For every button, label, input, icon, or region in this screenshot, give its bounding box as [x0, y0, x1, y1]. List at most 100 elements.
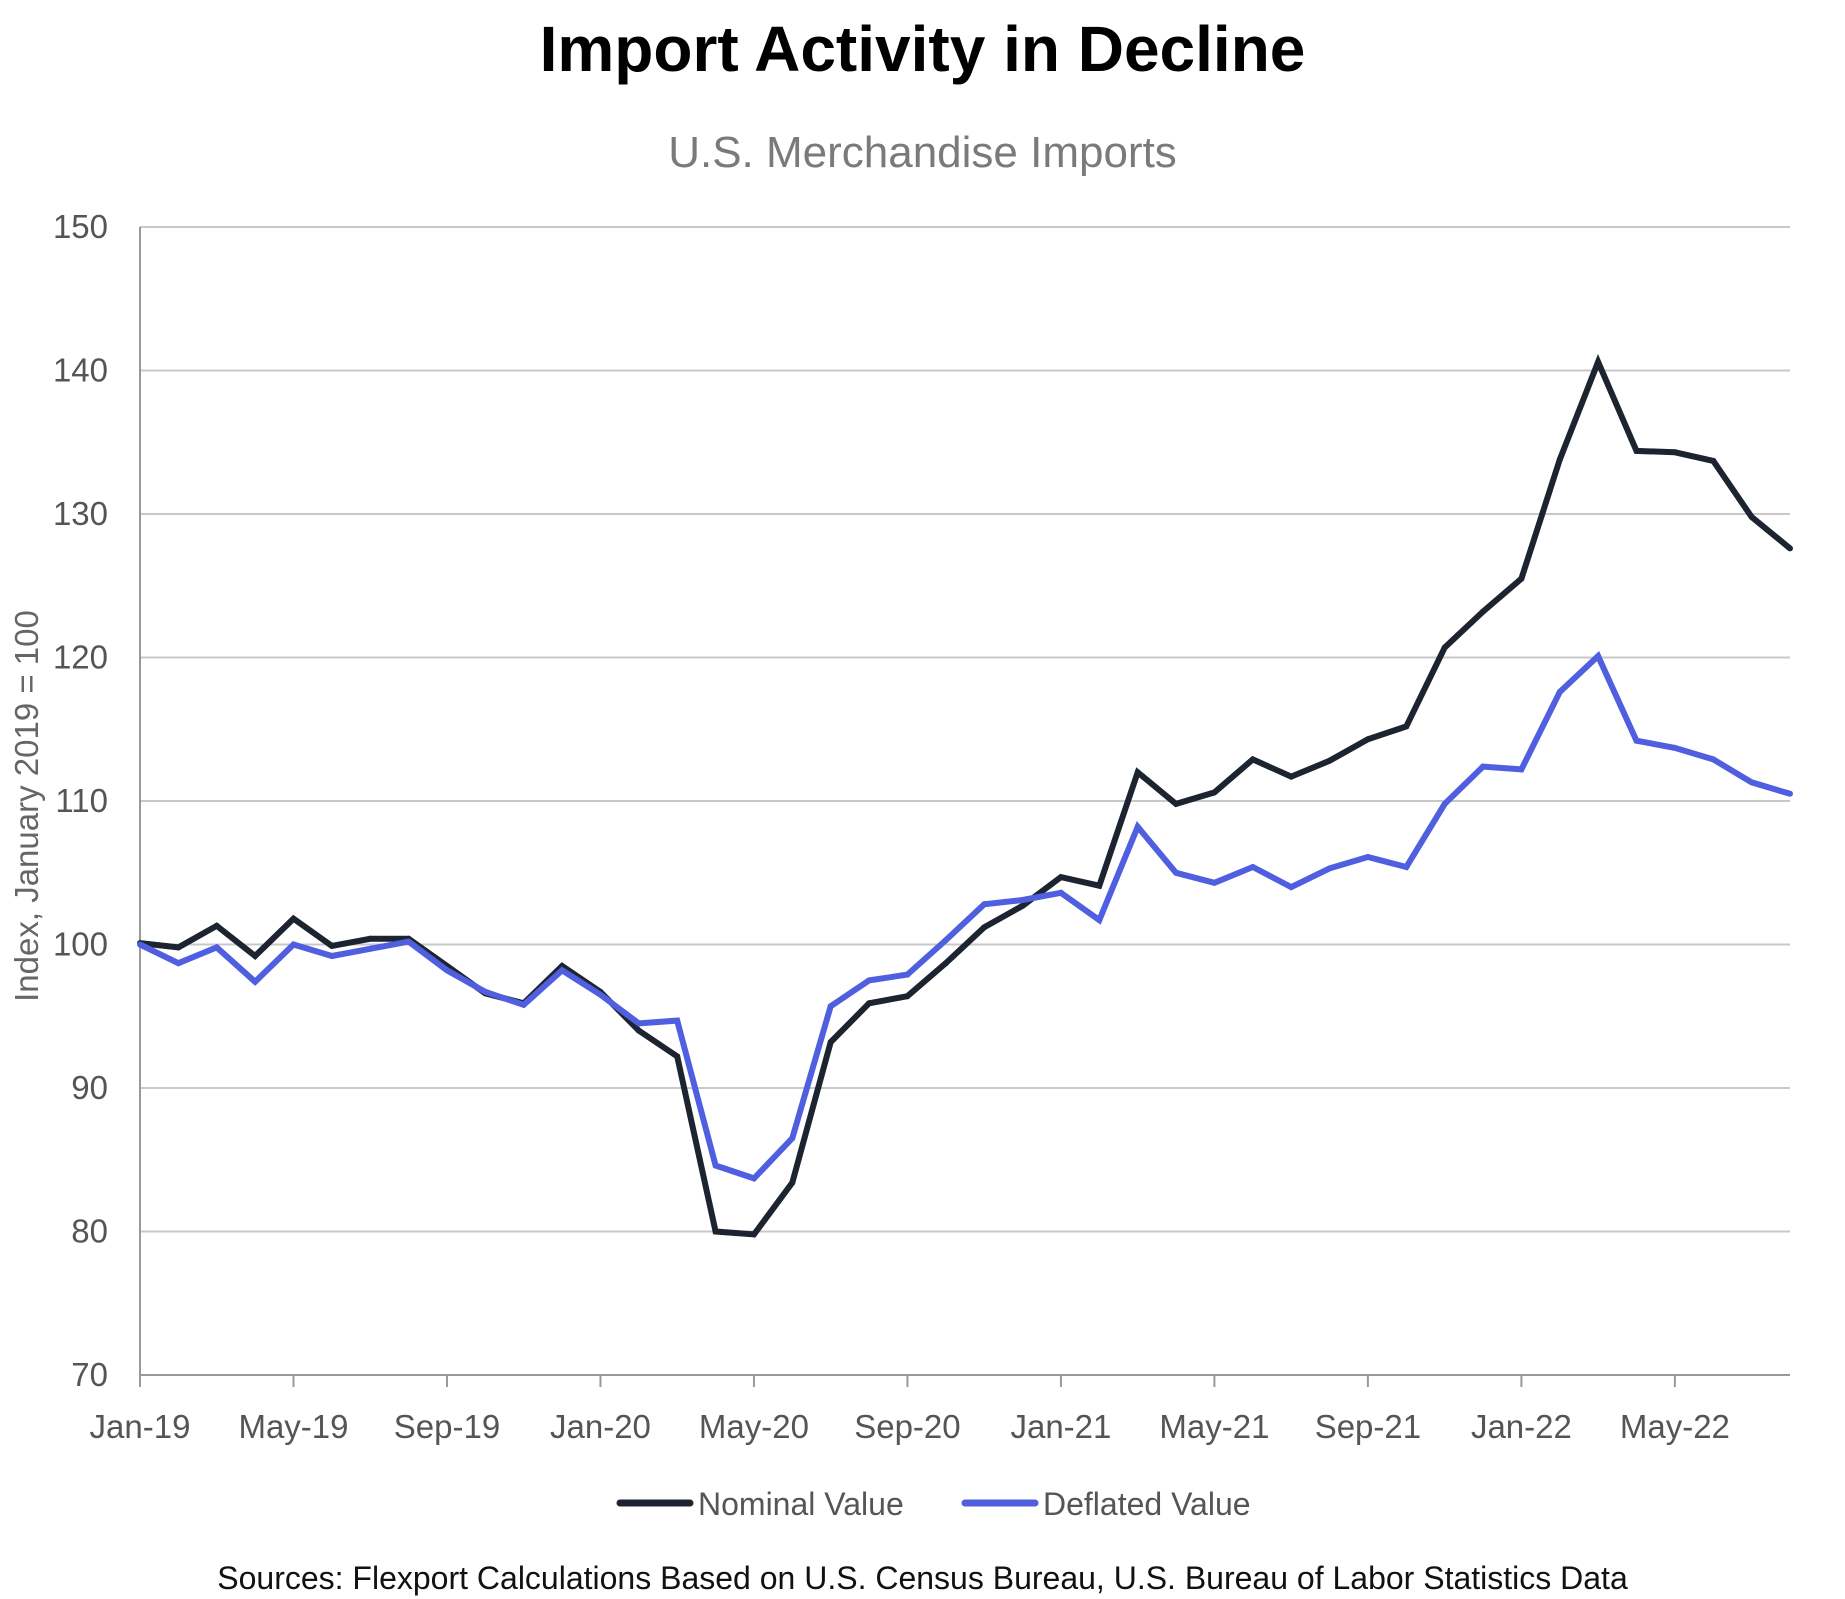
data-point	[1326, 757, 1333, 764]
data-point	[904, 971, 911, 978]
data-point	[1288, 773, 1295, 780]
data-point	[328, 953, 335, 959]
data-point	[175, 960, 182, 967]
data-point	[635, 1020, 642, 1027]
data-point	[1671, 449, 1678, 456]
data-point	[367, 945, 374, 952]
data-point	[328, 942, 335, 949]
y-tick-label: 70	[71, 1356, 108, 1393]
data-point	[1134, 823, 1141, 830]
data-point	[1364, 736, 1371, 743]
data-point	[1748, 513, 1755, 520]
series-layer	[137, 354, 1793, 1238]
data-point	[1364, 854, 1371, 860]
data-point	[252, 978, 259, 985]
data-point	[290, 915, 297, 922]
y-tick-label: 130	[53, 495, 108, 532]
axis-layer: 70 80 90 100 110 120 130 140 150 Jan-19 May-19 Sep-…	[8, 208, 1730, 1445]
data-point	[1019, 902, 1026, 909]
y-tick-label: 150	[53, 208, 108, 245]
series-line-nominal-value	[139, 354, 1792, 1238]
legend-label: Nominal Value	[698, 1486, 904, 1522]
data-point	[1211, 789, 1218, 796]
data-point	[1633, 737, 1640, 744]
data-point	[1710, 756, 1717, 763]
data-point	[1057, 889, 1064, 896]
data-point	[789, 1179, 796, 1186]
data-point	[213, 922, 220, 929]
data-point	[444, 967, 450, 974]
data-point	[981, 924, 988, 931]
data-point	[674, 1053, 681, 1060]
data-point	[1326, 865, 1333, 872]
data-point	[1019, 897, 1026, 903]
data-point	[1518, 766, 1525, 773]
y-tick-label: 120	[53, 639, 108, 676]
data-point	[1518, 575, 1525, 582]
data-point	[1480, 608, 1486, 615]
y-tick-label: 90	[71, 1069, 108, 1106]
x-tick-label: May-22	[1620, 1408, 1730, 1445]
data-point	[1441, 800, 1448, 807]
data-point	[252, 953, 259, 959]
x-tick-label: May-20	[699, 1408, 809, 1445]
data-point	[597, 991, 604, 998]
y-tick-label: 110	[55, 782, 108, 819]
data-point	[1556, 688, 1563, 695]
grid-layer	[140, 226, 1790, 1376]
data-point	[1211, 879, 1218, 886]
data-point	[789, 1135, 796, 1142]
y-tick-label: 140	[53, 352, 108, 389]
x-tick-label: May-19	[238, 1408, 348, 1445]
data-point	[1787, 790, 1793, 797]
legend-label: Deflated Value	[1043, 1486, 1251, 1522]
data-point	[904, 993, 911, 1000]
data-point	[981, 901, 988, 908]
data-point	[367, 935, 374, 942]
data-point	[1403, 723, 1410, 730]
data-point	[827, 1003, 834, 1010]
x-tick-label: Jan-19	[90, 1408, 191, 1445]
data-point	[751, 1231, 757, 1238]
series-line-deflated-value	[138, 651, 1791, 1182]
data-point	[175, 944, 182, 951]
data-point	[1057, 874, 1064, 881]
data-point	[1710, 457, 1717, 464]
data-point	[559, 963, 566, 969]
data-point	[1249, 756, 1256, 763]
data-point	[1288, 884, 1295, 891]
data-point	[1748, 779, 1755, 786]
data-point	[1595, 653, 1602, 660]
data-point	[137, 941, 143, 948]
data-point	[290, 941, 297, 948]
x-tick-label: Sep-21	[1315, 1408, 1421, 1445]
data-point	[712, 1162, 719, 1169]
y-tick-label: 100	[53, 926, 108, 963]
y-axis-title: Index, January 2019 = 100	[8, 610, 45, 1002]
data-point	[674, 1017, 681, 1024]
x-tick-label: Jan-21	[1010, 1408, 1111, 1445]
chart-subtitle: U.S. Merchandise Imports	[668, 128, 1177, 177]
y-tick-label: 80	[71, 1213, 108, 1250]
data-point	[1633, 447, 1640, 454]
data-point	[1595, 358, 1602, 365]
data-point	[1173, 800, 1179, 807]
data-point	[405, 938, 412, 945]
data-point	[482, 988, 489, 995]
data-point	[213, 944, 220, 951]
x-tick-label: Jan-20	[550, 1408, 651, 1445]
data-point	[712, 1228, 719, 1235]
legend: Nominal Value Deflated Value	[616, 1486, 1251, 1522]
data-point	[635, 1027, 642, 1034]
data-point	[866, 1000, 873, 1007]
data-point	[751, 1175, 757, 1182]
source-note: Sources: Flexport Calculations Based on …	[217, 1560, 1628, 1596]
chart-title: Import Activity in Decline	[539, 13, 1306, 85]
data-point	[1403, 864, 1410, 870]
x-tick-label: Jan-22	[1471, 1408, 1572, 1445]
data-point	[1096, 917, 1103, 924]
data-point	[1441, 644, 1448, 651]
x-tick-label: May-21	[1159, 1408, 1269, 1445]
data-point	[520, 1001, 527, 1008]
